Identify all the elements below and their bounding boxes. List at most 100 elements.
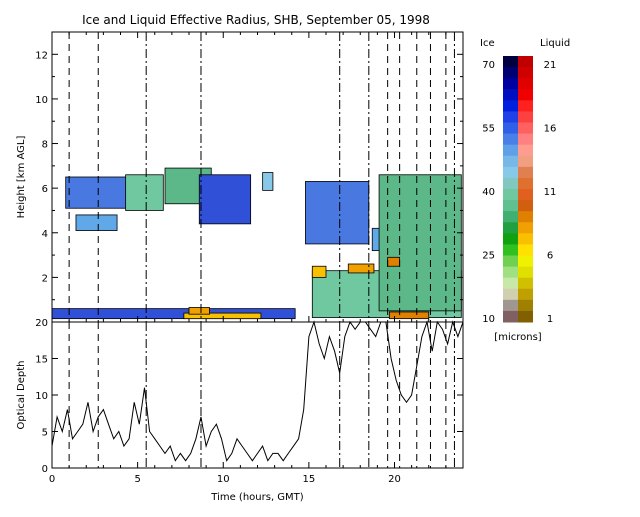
y-tick-label: 10 [35, 391, 48, 402]
time-axis-label: Time (hours, GMT) [210, 492, 304, 503]
x-tick-label: 10 [217, 474, 230, 485]
colorbar-liquid-swatch [518, 277, 533, 290]
y-tick-label: 15 [35, 355, 48, 366]
cloud-patch-liquid [388, 311, 430, 320]
cloud-patch-ice [125, 174, 164, 211]
colorbar-liquid-swatch [518, 89, 533, 101]
colorbar-liquid-swatch [518, 288, 533, 301]
colorbar-liquid-swatch [518, 255, 533, 268]
y-tick-label: 8 [42, 140, 48, 151]
colorbar-ice-swatch [503, 166, 518, 179]
y-tick-label: 10 [35, 95, 48, 106]
colorbar-liquid-swatch [518, 310, 533, 323]
colorbar-ice-label: Ice [480, 38, 495, 49]
colorbar-liquid-swatch [518, 78, 533, 90]
colorbar-ice-swatch [503, 67, 518, 79]
y-tick-label: 4 [42, 229, 48, 240]
colorbar-ice-swatch [503, 133, 518, 146]
colorbar-ice-swatch [503, 211, 518, 223]
y-tick-label: 20 [35, 318, 48, 329]
x-tick-label: 0 [49, 474, 55, 485]
colorbar-ice-tick: 10 [482, 314, 495, 325]
height-axis-label: Height [km AGL] [16, 136, 27, 219]
colorbar-ice-swatch [503, 288, 518, 301]
y-tick-label: 12 [35, 50, 48, 61]
cloud-patch-ice [65, 176, 128, 209]
colorbar-liquid-swatch [518, 166, 533, 179]
cloud-patch-liquid [347, 263, 375, 274]
colorbar-liquid-swatch [518, 233, 533, 245]
colorbar-ice-swatch [503, 222, 518, 234]
effective-radius-panel: 2 4 6 8 10 12 Height [km AGL] [16, 31, 464, 323]
colorbar-liquid-swatch [518, 122, 533, 135]
cloud-patch-ice [52, 308, 296, 320]
colorbar-ice-swatch [503, 155, 518, 168]
colorbar-liquid-swatch [518, 111, 533, 123]
colorbar-ice-swatch [503, 310, 518, 323]
colorbar-ice-swatch [503, 200, 518, 212]
colorbar-ice-tick: 70 [482, 60, 495, 71]
cloud-patch-liquid [188, 307, 210, 315]
colorbar-ice-swatch [503, 233, 518, 245]
colorbar-liquid-swatch [518, 56, 533, 68]
colorbar-liquid-tick: 1 [547, 314, 553, 325]
colorbar-unit-label: [microns] [494, 332, 541, 343]
cloud-patch-ice [305, 181, 370, 245]
colorbar-liquid-swatch [518, 100, 533, 112]
colorbar-ice-swatch [503, 266, 518, 279]
colorbar-ice-swatch [503, 100, 518, 112]
cloud-patch-liquid [387, 256, 401, 267]
cloud-patch-liquid [311, 265, 327, 278]
colorbar-liquid-swatch [518, 299, 533, 312]
colorbar-ice-swatch [503, 56, 518, 68]
colorbar-ice-swatch [503, 255, 518, 268]
colorbar-liquid-tick: 11 [544, 187, 557, 198]
colorbar-ticks: 70 55 40 25 10 21 16 11 6 1 [482, 60, 556, 325]
optical-depth-panel: 0 5 10 15 20 0 5 10 15 20 Optical Depth Time (hou… [16, 318, 464, 503]
optical-depth-series-line [51, 320, 464, 462]
colorbar-ice-swatch [503, 189, 518, 201]
bottom-axes: 0 5 10 15 20 0 5 10 15 20 [35, 318, 464, 485]
cloud-patch-ice [378, 174, 462, 312]
colorbar-ice-swatch [503, 244, 518, 256]
colorbar-ice-column [503, 56, 518, 323]
colorbar-ice-swatch [503, 111, 518, 123]
colorbar-ice-tick: 25 [482, 251, 495, 262]
colorbar-liquid-column [518, 56, 533, 323]
x-tick-label: 20 [388, 474, 401, 485]
y-tick-label: 6 [42, 184, 48, 195]
colorbar-ice-tick: 55 [482, 124, 495, 135]
cloud-patch-ice [262, 172, 274, 191]
colorbar-ice-tick: 40 [482, 187, 495, 198]
optical-depth-axis-label: Optical Depth [16, 361, 27, 430]
y-tick-label: 2 [42, 273, 48, 284]
colorbar-ice-swatch [503, 177, 518, 190]
colorbar-ice-swatch [503, 122, 518, 135]
colorbar-liquid-swatch [518, 133, 533, 146]
colorbar-ice-swatch [503, 89, 518, 101]
colorbar-ice-swatch [503, 144, 518, 157]
colorbar-liquid-swatch [518, 200, 533, 212]
colorbar-liquid-swatch [518, 222, 533, 234]
colorbar-ice-swatch [503, 78, 518, 90]
colorbar-ice-swatch [503, 277, 518, 290]
bottom-vertical-lines [68, 322, 455, 468]
colorbar-liquid-swatch [518, 244, 533, 256]
colorbar-liquid-swatch [518, 266, 533, 279]
colorbar-liquid-swatch [518, 177, 533, 190]
colorbar-liquid-tick: 21 [544, 60, 557, 71]
top-axes: 2 4 6 8 10 12 [35, 32, 464, 322]
y-tick-label: 5 [42, 428, 48, 439]
colorbar-ice-swatch [503, 299, 518, 312]
cloud-patch-liquid [183, 312, 262, 320]
cloud-patch-ice [198, 174, 252, 225]
colorbar-liquid-swatch [518, 189, 533, 201]
top-vertical-lines [68, 32, 455, 322]
colorbar-liquid-swatch [518, 67, 533, 79]
x-tick-label: 15 [303, 474, 316, 485]
chart-title: Ice and Liquid Effective Radius, SHB, Se… [82, 13, 430, 27]
colorbar-liquid-label: Liquid [540, 38, 570, 49]
colorbar-liquid-swatch [518, 144, 533, 157]
